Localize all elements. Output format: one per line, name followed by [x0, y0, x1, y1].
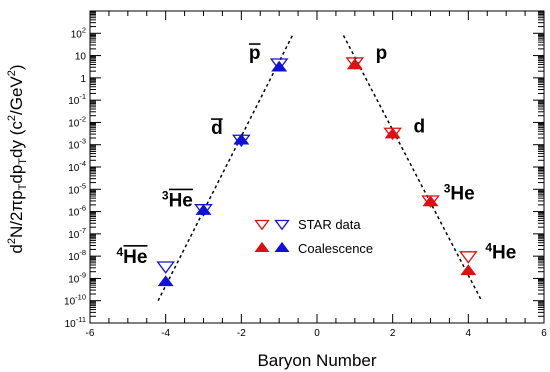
particle-label-text: d	[211, 118, 223, 139]
particle-label-text: p	[376, 43, 388, 64]
star-data-marker	[421, 195, 440, 208]
coalescence-marker	[271, 60, 288, 72]
x-tick-label: -2	[237, 328, 246, 339]
fit-lines	[157, 35, 483, 302]
y-axis-title: d2N/2πpTdpTdy (c2/GeV2)	[6, 64, 29, 253]
star-data-marker	[194, 204, 213, 217]
coalescence-marker	[460, 264, 477, 276]
legend-entry: STAR data	[254, 217, 361, 232]
plot-frame	[89, 10, 545, 324]
particle-label: d	[413, 117, 425, 138]
legend-label: STAR data	[298, 217, 361, 232]
y-tick-labels: 10-1110-1010-910-810-710-610-510-410-310…	[64, 25, 86, 330]
x-tick-labels: -6 -4 -2 0 2 4 6	[86, 328, 548, 339]
y-tick-label: 10-1	[68, 92, 86, 107]
coalescence-marker	[157, 275, 174, 287]
x-axis-title: Baryon Number	[257, 351, 376, 370]
star-data-marker	[383, 127, 402, 141]
particle-label-text: 4He	[116, 245, 147, 268]
particle-label-text: d	[413, 117, 425, 138]
x-tick-label: -6	[86, 328, 95, 339]
y-tick-label: 10-5	[68, 181, 86, 196]
particle-label: p	[248, 43, 261, 64]
y-tick-label: 10-3	[68, 137, 86, 152]
star-data-marker	[459, 251, 478, 264]
y-tick-label: 1	[80, 74, 86, 85]
particle-label-text: 3He	[444, 181, 475, 204]
particle-label: p	[376, 43, 388, 64]
legend-label: Coalescence	[298, 241, 373, 256]
data-markers	[156, 57, 478, 287]
particle-label-text: p	[249, 43, 261, 64]
y-tick-label: 10-11	[65, 315, 86, 330]
star-data-marker	[232, 134, 251, 148]
fit-line	[342, 35, 483, 302]
particle-label: 3He	[444, 181, 475, 204]
y-tick-label: 10-9	[68, 270, 86, 285]
legend-marker	[254, 241, 270, 253]
y-tick-label: 10-6	[68, 204, 86, 219]
y-tick-label: 10	[75, 52, 87, 63]
fit-line	[157, 35, 294, 302]
y-tick-label: 10-4	[68, 159, 86, 174]
particle-label: 3He	[162, 188, 193, 211]
particle-label: d	[211, 118, 223, 139]
x-tick-label: 6	[541, 328, 547, 339]
y-tick-label: 102	[71, 25, 86, 40]
particle-label-text: 3He	[162, 188, 193, 211]
x-tick-label: 2	[390, 328, 396, 339]
axis-ticks	[89, 11, 545, 324]
particle-label-text: 4He	[485, 240, 516, 263]
legend-marker	[254, 219, 270, 231]
particle-labels: p d 3He 4He p d 3He 4He	[116, 43, 516, 268]
y-tick-label: 10-2	[68, 114, 86, 129]
star-data-marker	[345, 57, 365, 70]
star-data-marker	[156, 261, 175, 274]
coalescence-marker	[384, 127, 401, 139]
y-tick-label: 10-7	[68, 226, 86, 241]
particle-label: 4He	[485, 240, 516, 263]
legend: STAR data Coalescence	[254, 217, 373, 256]
y-tick-label: 10-8	[68, 248, 86, 263]
legend-marker	[274, 219, 290, 231]
legend-marker	[274, 241, 290, 253]
star-data-marker	[269, 58, 289, 71]
y-tick-label: 10-10	[64, 293, 86, 308]
x-tick-label: 4	[466, 328, 472, 339]
particle-label: 4He	[116, 245, 148, 268]
x-tick-label: -4	[161, 328, 170, 339]
x-tick-label: 0	[314, 328, 320, 339]
legend-entry: Coalescence	[254, 241, 373, 256]
